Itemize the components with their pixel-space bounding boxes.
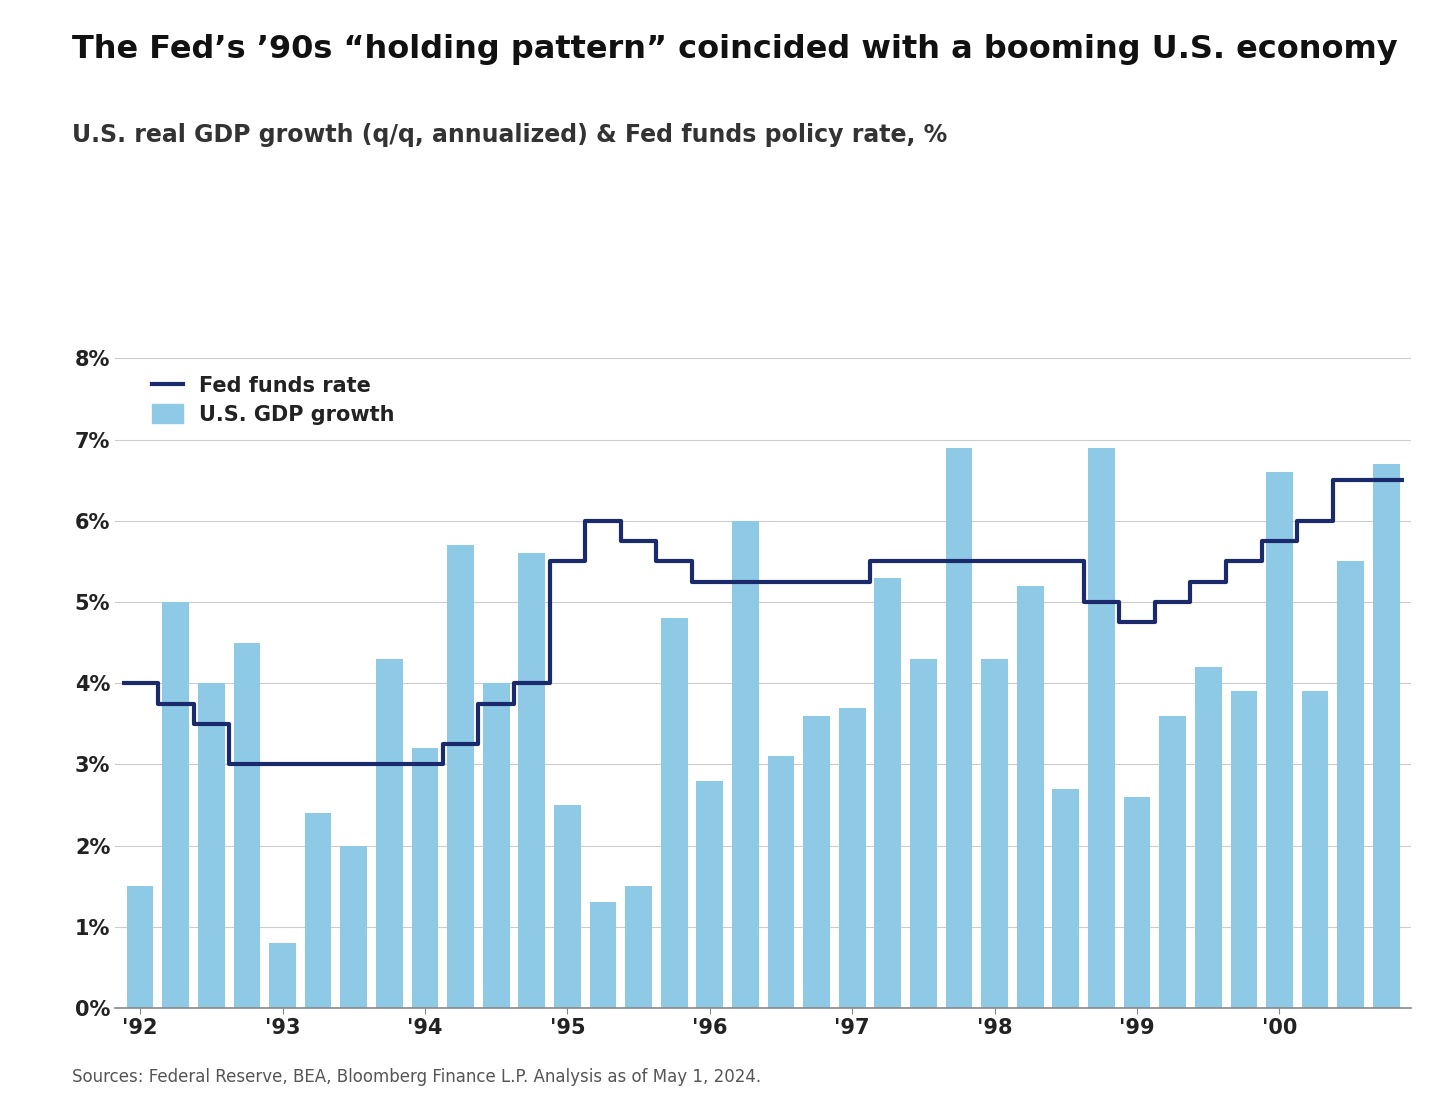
Bar — [482, 683, 510, 1008]
Bar — [804, 716, 829, 1008]
Bar — [269, 943, 295, 1008]
Bar — [1159, 716, 1187, 1008]
Bar — [233, 643, 261, 1008]
Bar — [340, 846, 367, 1008]
Bar — [1266, 473, 1293, 1008]
Bar — [518, 553, 546, 1008]
Bar — [305, 813, 331, 1008]
Bar — [1123, 797, 1151, 1008]
Bar — [1089, 448, 1115, 1008]
Bar — [1338, 561, 1364, 1008]
Bar — [625, 886, 652, 1008]
Text: Sources: Federal Reserve, BEA, Bloomberg Finance L.P. Analysis as of May 1, 2024: Sources: Federal Reserve, BEA, Bloomberg… — [72, 1068, 762, 1086]
Text: The Fed’s ’90s “holding pattern” coincided with a booming U.S. economy: The Fed’s ’90s “holding pattern” coincid… — [72, 34, 1398, 65]
Bar — [163, 603, 189, 1008]
Bar — [1302, 691, 1329, 1008]
Bar — [840, 708, 865, 1008]
Bar — [874, 578, 901, 1008]
Bar — [1231, 691, 1257, 1008]
Legend: Fed funds rate, U.S. GDP growth: Fed funds rate, U.S. GDP growth — [151, 375, 395, 424]
Bar — [1195, 668, 1221, 1008]
Bar — [946, 448, 972, 1008]
Bar — [376, 659, 403, 1008]
Bar — [910, 659, 937, 1008]
Bar — [197, 683, 225, 1008]
Bar — [448, 545, 474, 1008]
Bar — [768, 756, 795, 1008]
Bar — [1017, 586, 1044, 1008]
Text: U.S. real GDP growth (q/q, annualized) & Fed funds policy rate, %: U.S. real GDP growth (q/q, annualized) &… — [72, 123, 948, 147]
Bar — [1372, 464, 1400, 1008]
Bar — [981, 659, 1008, 1008]
Bar — [412, 748, 438, 1008]
Bar — [697, 781, 723, 1008]
Bar — [732, 521, 759, 1008]
Bar — [554, 805, 580, 1008]
Bar — [127, 886, 154, 1008]
Bar — [589, 903, 616, 1008]
Bar — [1053, 788, 1079, 1008]
Bar — [661, 618, 687, 1008]
